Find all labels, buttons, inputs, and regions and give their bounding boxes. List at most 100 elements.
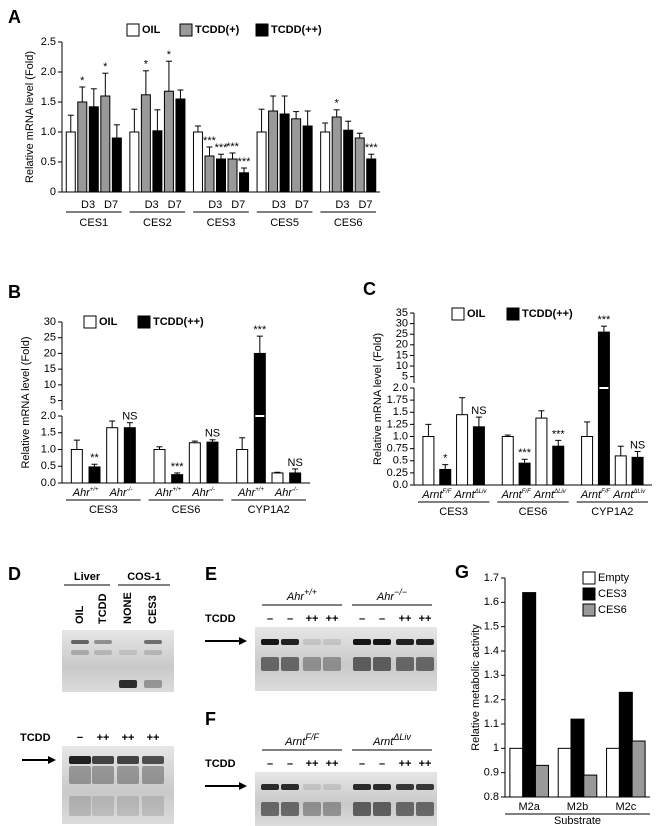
y-tick-label: 5 <box>402 371 408 383</box>
blot-band <box>261 639 279 645</box>
x-tick-label: Ahr-/- <box>274 487 298 499</box>
blot-band <box>303 802 321 816</box>
blot-band <box>281 784 299 790</box>
y-tick-label: 2.0 <box>393 382 408 394</box>
blot-band <box>303 657 321 671</box>
blot-band <box>117 756 139 764</box>
significance: *** <box>226 141 240 153</box>
blot-band <box>353 784 371 790</box>
legend-swatch <box>83 315 97 329</box>
significance: *** <box>552 428 566 440</box>
blot-band <box>117 766 139 784</box>
bar <box>239 172 250 193</box>
x-tick-label-base: Ahr <box>72 487 91 499</box>
significance: *** <box>171 461 185 473</box>
y-tick-label: 1.4 <box>484 645 499 657</box>
x-tick-label: ArntF/F <box>421 489 452 501</box>
significance: *** <box>215 142 229 154</box>
x-tick-label: M2b <box>567 801 588 813</box>
y-tick-label: 0.5 <box>393 455 408 467</box>
genotype-label-base: Arnt <box>372 736 394 748</box>
x-tick-label-base: Arnt <box>421 489 443 501</box>
significance: NS <box>471 405 486 417</box>
x-tick-label: Ahr+/+ <box>154 487 181 499</box>
blot-band <box>117 796 139 816</box>
x-tick-label: M2c <box>615 801 636 813</box>
legend-label: OIL <box>99 316 118 328</box>
blot-band <box>353 802 371 816</box>
bar <box>522 592 537 798</box>
legend-swatch <box>179 23 193 37</box>
y-tick-label: 0.5 <box>41 156 56 168</box>
treatment: – <box>379 758 385 770</box>
treatment-label: TCDD <box>20 732 51 744</box>
treatment: ++ <box>122 732 135 744</box>
bar <box>204 155 215 193</box>
blot-band <box>416 802 434 816</box>
panel-label: E <box>205 564 217 584</box>
x-tick-label-base: Ahr <box>154 487 173 499</box>
blot-band <box>416 657 434 671</box>
blot-band <box>323 657 341 671</box>
bar <box>111 137 122 193</box>
x-tick-label: M2a <box>518 801 540 813</box>
y-tick-label: 0.25 <box>387 467 408 479</box>
legend-swatch <box>137 315 151 329</box>
y-tick-label: 25 <box>44 332 56 344</box>
bar <box>123 427 136 484</box>
bar <box>631 740 646 798</box>
legend-swatch <box>451 307 465 321</box>
group-label: CES5 <box>270 217 299 229</box>
y-tick-label: 0.0 <box>41 477 56 489</box>
group-label: CES3 <box>439 506 468 518</box>
bar <box>570 718 585 798</box>
x-tick-label-base: Ahr <box>109 487 128 499</box>
bar <box>70 449 83 484</box>
blot-band <box>323 639 341 645</box>
bar <box>268 110 279 193</box>
x-tick-label: D7 <box>231 199 245 211</box>
bar <box>216 158 226 193</box>
group-label: CYP1A2 <box>248 504 290 516</box>
blot-band <box>396 802 414 816</box>
y-tick-label: 2.0 <box>41 66 56 78</box>
blot-band <box>142 796 164 816</box>
sample-group: Liver <box>74 571 101 583</box>
significance: NS <box>122 411 137 423</box>
y-tick-label: 1.75 <box>387 394 408 406</box>
significance: ** <box>90 452 99 464</box>
group-label: CES6 <box>172 504 201 516</box>
bar <box>343 129 354 193</box>
x-tick-label: D7 <box>295 199 309 211</box>
group-label: CES3 <box>207 217 236 229</box>
treatment: – <box>267 758 273 770</box>
blot-band <box>373 639 391 645</box>
bar <box>227 158 238 193</box>
significance: * <box>80 75 85 87</box>
treatment: ++ <box>306 613 319 625</box>
y-tick-label: 1.5 <box>484 621 499 633</box>
bar <box>289 472 302 484</box>
bar <box>271 472 284 484</box>
x-tick-label-sup: +/+ <box>255 487 264 493</box>
bar <box>422 436 435 486</box>
blot-band <box>396 657 414 671</box>
lane-label: TCDD <box>97 593 109 624</box>
blot-band <box>119 680 137 688</box>
x-tick-label-base: Arnt <box>612 489 634 501</box>
bar <box>140 94 151 193</box>
genotype-label: ArntF/F <box>284 732 319 748</box>
bar <box>302 125 313 193</box>
group-label: CES6 <box>334 217 363 229</box>
y-tick-label: 1.5 <box>41 427 56 439</box>
bar <box>535 417 548 486</box>
significance: * <box>103 61 108 73</box>
bar <box>253 352 266 484</box>
x-tick-label-sup: F/F <box>442 489 451 495</box>
y-tick-label: 0.9 <box>484 767 499 779</box>
treatment: – <box>359 758 365 770</box>
x-axis-label: Substrate <box>554 815 601 826</box>
x-tick-label-base: Arnt <box>454 489 476 501</box>
genotype-label-base: Arnt <box>284 736 306 748</box>
